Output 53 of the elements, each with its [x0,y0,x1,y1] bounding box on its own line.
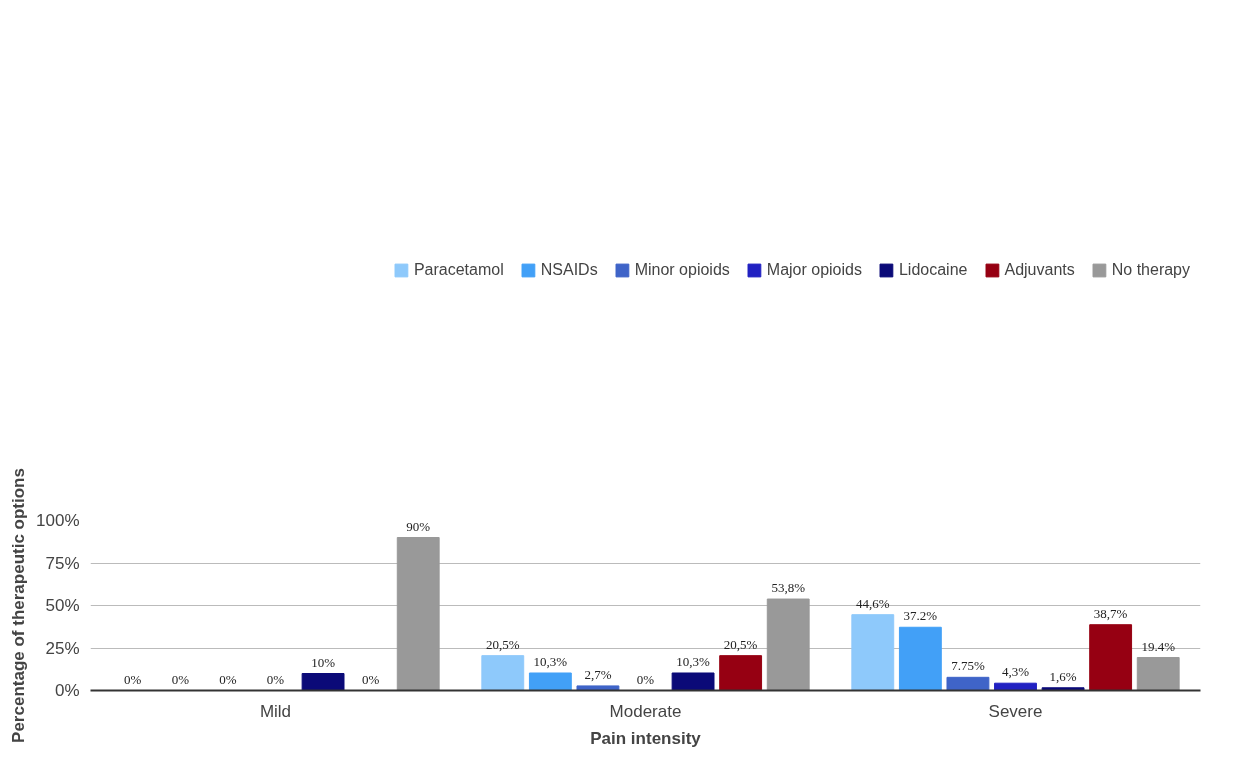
y-tick-label: 25% [45,638,80,658]
x-tick-label: Moderate [609,701,682,721]
data-label: 37.2% [903,608,938,624]
bar [766,598,810,691]
data-label: 53,8% [771,580,806,596]
data-label: 2,7% [584,666,612,682]
bar [481,655,525,691]
y-axis-title: Percentage of therapeutic options [9,468,29,743]
data-label: 20,5% [723,636,758,652]
bar [528,672,572,691]
data-label: 4,3% [1001,664,1030,680]
legend-label: No therapy [1111,261,1190,279]
legend-label: Lidocaine [898,261,968,279]
data-label: 0% [171,671,190,687]
y-tick-label: 50% [45,596,80,615]
bar [851,614,895,691]
data-label: 38,7% [1093,605,1128,621]
data-label: 10,3% [676,653,711,669]
y-tick-label: 100% [36,511,80,530]
x-axis-title: Pain intensity [590,728,702,748]
data-label: 10,3% [533,653,568,669]
legend-label: Minor opioids [634,261,730,279]
legend-label: NSAIDs [540,261,598,279]
data-label: 7.75% [951,658,985,674]
bar [994,682,1037,691]
bar [671,672,715,691]
data-label: 20,5% [486,636,520,652]
data-label: 19.4% [1141,638,1176,654]
data-label: 0% [266,671,285,687]
bar [301,673,345,691]
legend-label: Paracetamol [413,261,504,279]
bar [719,655,763,691]
bar [898,626,942,691]
bar [946,676,990,691]
bar [1041,687,1085,691]
bar [1136,657,1180,691]
data-label: 44,6% [856,595,890,611]
bar [396,537,440,691]
y-tick-label: 0% [54,681,80,700]
legend-label: Adjuvants [1004,261,1075,279]
data-label: 0% [219,671,237,687]
data-label: 10% [311,654,336,670]
x-tick-label: Mild [259,701,292,721]
x-tick-label: Severe [988,701,1043,721]
data-label: 0% [124,671,142,687]
data-label: 0% [361,671,380,687]
y-tick-label: 75% [45,553,80,573]
bar [1089,624,1133,691]
bar [576,685,620,691]
legend-label: Major opioids [766,261,862,279]
data-label: 90% [406,518,431,534]
data-label: 0% [636,671,655,687]
data-label: 1,6% [1049,668,1077,684]
